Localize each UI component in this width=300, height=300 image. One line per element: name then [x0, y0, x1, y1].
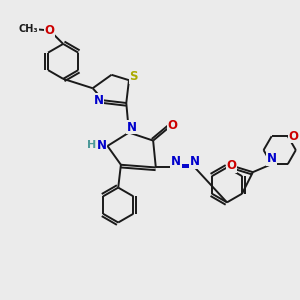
- Text: CH₃: CH₃: [18, 24, 38, 34]
- Text: N: N: [267, 152, 277, 165]
- Text: N: N: [171, 155, 181, 168]
- Text: O: O: [226, 159, 236, 172]
- Text: N: N: [97, 140, 106, 152]
- Text: O: O: [45, 24, 55, 37]
- Text: N: N: [94, 94, 103, 107]
- Text: N: N: [190, 155, 200, 168]
- Text: O: O: [289, 130, 299, 143]
- Text: N: N: [127, 121, 136, 134]
- Text: H: H: [87, 140, 96, 150]
- Text: O: O: [167, 119, 178, 132]
- Text: S: S: [130, 70, 138, 83]
